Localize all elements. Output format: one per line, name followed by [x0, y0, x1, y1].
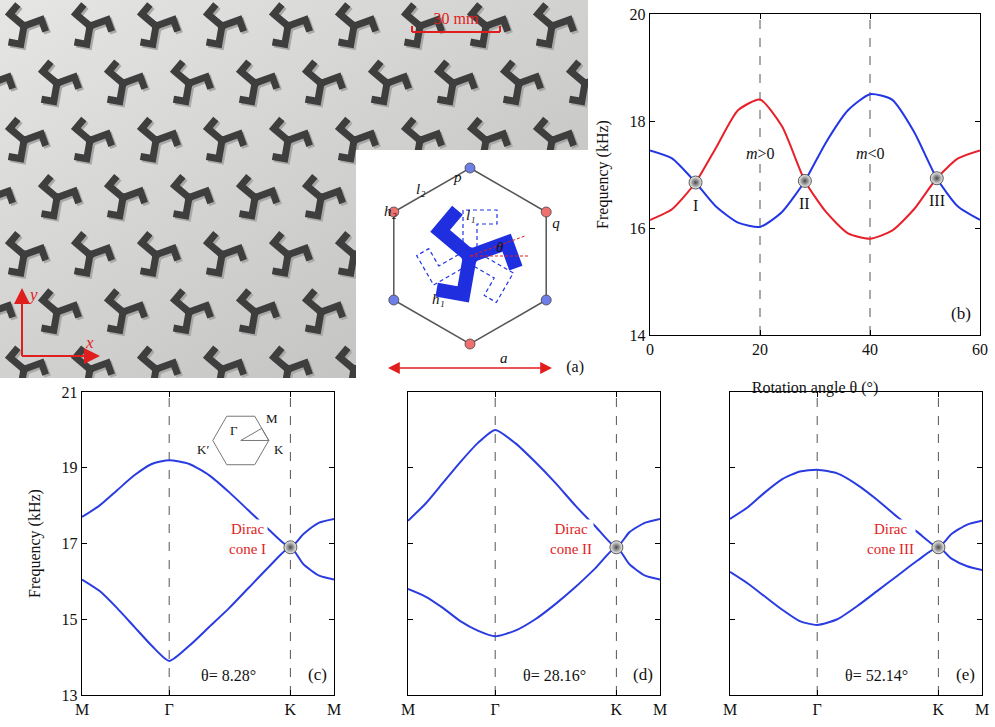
svg-text:h₁: h₁ — [432, 291, 445, 307]
svg-text:60: 60 — [972, 341, 988, 358]
svg-text:18: 18 — [630, 113, 646, 130]
svg-text:I: I — [693, 197, 698, 214]
svg-text:17: 17 — [62, 535, 78, 552]
svg-text:40: 40 — [862, 341, 878, 358]
svg-text:(d): (d) — [633, 665, 653, 684]
svg-text:14: 14 — [630, 327, 646, 344]
svg-text:Diraccone III: Diraccone III — [867, 521, 914, 557]
svg-text:θ: θ — [496, 239, 504, 255]
svg-text:K: K — [933, 701, 945, 718]
svg-text:20: 20 — [630, 6, 646, 23]
svg-text:20: 20 — [752, 341, 768, 358]
svg-text:K: K — [285, 701, 297, 718]
svg-text:19: 19 — [62, 459, 78, 476]
svg-text:q: q — [552, 215, 560, 231]
svg-text:(c): (c) — [308, 665, 327, 684]
svg-text:K′: K′ — [197, 442, 209, 457]
svg-text:Γ: Γ — [813, 701, 822, 718]
svg-text:l₁: l₁ — [466, 207, 475, 223]
svg-text:h₂: h₂ — [384, 203, 397, 219]
svg-text:(b): (b) — [951, 304, 971, 323]
svg-text:p: p — [453, 169, 462, 185]
svg-text:M: M — [653, 701, 667, 718]
svg-text:M: M — [401, 701, 415, 718]
svg-text:M: M — [327, 701, 341, 718]
svg-text:16: 16 — [630, 220, 646, 237]
svg-text:θ= 52.14°: θ= 52.14° — [845, 667, 908, 684]
svg-text:(a): (a) — [566, 358, 584, 376]
svg-text:θ= 28.16°: θ= 28.16° — [523, 667, 586, 684]
svg-text:21: 21 — [62, 384, 78, 401]
svg-text:Γ: Γ — [165, 701, 174, 718]
svg-text:(e): (e) — [956, 665, 975, 684]
svg-text:Γ: Γ — [491, 701, 500, 718]
svg-text:θ= 8.28°: θ= 8.28° — [201, 667, 256, 684]
svg-text:m>0: m>0 — [746, 145, 775, 162]
svg-text:K: K — [611, 701, 623, 718]
svg-text:13: 13 — [62, 687, 78, 704]
svg-text:Frequency (kHz): Frequency (kHz) — [26, 489, 44, 598]
svg-text:15: 15 — [62, 611, 78, 628]
svg-text:Diraccone II: Diraccone II — [550, 521, 592, 557]
svg-text:Diraccone I: Diraccone I — [229, 521, 266, 557]
svg-text:M: M — [75, 701, 89, 718]
svg-text:a: a — [500, 350, 508, 366]
svg-text:0: 0 — [646, 341, 654, 358]
svg-text:M: M — [975, 701, 989, 718]
svg-text:Γ: Γ — [230, 423, 238, 438]
svg-text:x: x — [85, 333, 94, 352]
svg-text:II: II — [799, 195, 810, 212]
svg-text:M: M — [266, 411, 278, 426]
svg-text:K: K — [274, 442, 284, 457]
svg-text:y: y — [28, 285, 38, 304]
svg-text:m<0: m<0 — [856, 145, 885, 162]
svg-text:Frequency (kHz): Frequency (kHz) — [594, 120, 612, 229]
svg-text:III: III — [929, 192, 945, 209]
svg-text:30 mm: 30 mm — [434, 10, 479, 27]
svg-text:Rotation angle θ (°): Rotation angle θ (°) — [752, 379, 878, 397]
svg-text:l₂: l₂ — [416, 181, 425, 197]
svg-text:M: M — [723, 701, 737, 718]
